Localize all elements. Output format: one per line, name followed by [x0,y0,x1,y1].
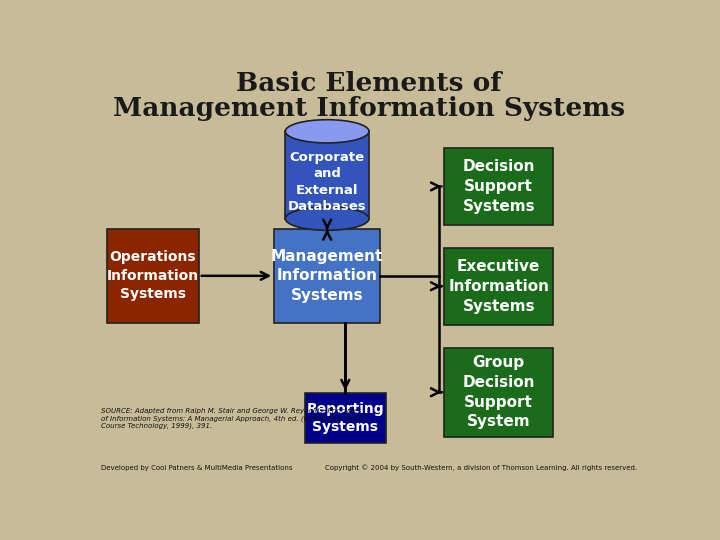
Text: Decision
Support
Systems: Decision Support Systems [462,159,535,214]
Polygon shape [285,131,369,219]
Text: Basic Elements of: Basic Elements of [236,71,502,96]
Text: Group
Decision
Support
System: Group Decision Support System [462,355,535,429]
FancyBboxPatch shape [274,229,380,322]
FancyBboxPatch shape [444,348,553,437]
Text: Developed by Cool Patners & MultiMedia Presentations: Developed by Cool Patners & MultiMedia P… [101,465,292,471]
FancyBboxPatch shape [107,229,199,322]
FancyBboxPatch shape [444,148,553,225]
Text: SOURCE: Adapted from Ralph M. Stair and George W. Reynolds, Principles
of Inform: SOURCE: Adapted from Ralph M. Stair and … [101,408,369,429]
Ellipse shape [285,120,369,143]
Text: Management
Information
Systems: Management Information Systems [271,248,383,303]
Text: Management Information Systems: Management Information Systems [113,96,625,121]
Text: Corporate
and
External
Databases: Corporate and External Databases [288,151,366,213]
FancyBboxPatch shape [305,393,386,443]
Text: Executive
Information
Systems: Executive Information Systems [449,259,549,314]
FancyBboxPatch shape [444,248,553,325]
Text: Copyright © 2004 by South-Western, a division of Thomson Learning. All rights re: Copyright © 2004 by South-Western, a div… [325,465,637,471]
Ellipse shape [285,207,369,230]
Text: Operations
Information
Systems: Operations Information Systems [107,251,199,301]
Text: Reporting
Systems: Reporting Systems [307,402,384,434]
